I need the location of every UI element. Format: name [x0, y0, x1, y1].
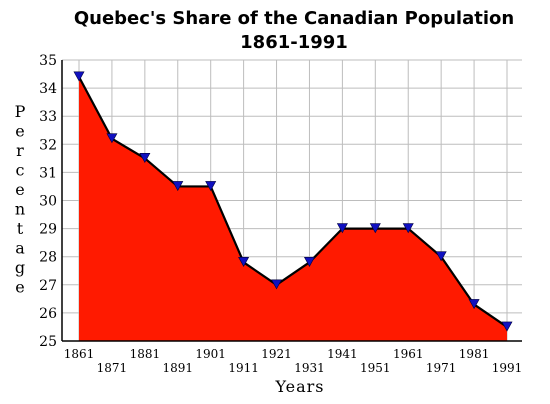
data-point-marker	[303, 257, 315, 267]
data-point-marker	[369, 223, 381, 234]
y-tick-label: 32	[39, 137, 57, 153]
x-tick-label: 1921	[261, 347, 292, 361]
data-point-marker	[238, 257, 250, 267]
data-point-marker	[336, 223, 348, 234]
y-tick-label: 28	[39, 250, 57, 266]
y-tick-label: 31	[39, 165, 57, 181]
y-tick-label: 34	[39, 81, 57, 97]
chart-subtitle: 1861-1991	[240, 32, 348, 53]
data-point-marker	[435, 251, 447, 262]
area-fill	[79, 76, 507, 342]
data-point-marker	[205, 181, 217, 192]
data-point-marker	[172, 181, 184, 192]
data-markers	[73, 71, 513, 332]
data-point-marker	[468, 299, 480, 310]
x-tick-label: 1871	[97, 361, 128, 375]
x-axis-label: Years	[274, 377, 324, 396]
y-tick-label: 25	[39, 334, 57, 350]
y-tick-label: 35	[39, 53, 57, 69]
x-tick-label: 1951	[360, 361, 391, 375]
x-tick-label: 1881	[130, 347, 161, 361]
x-tick-label: 1971	[426, 361, 457, 375]
y-tick-label: 29	[39, 222, 57, 238]
x-tick-label: 1981	[459, 347, 490, 361]
y-tick-label: 30	[39, 194, 57, 210]
axes	[61, 60, 522, 342]
data-point-marker	[271, 279, 283, 290]
x-tick-label: 1931	[294, 361, 325, 375]
x-tick-label: 1861	[64, 347, 95, 361]
y-axis-label-char: g	[15, 258, 25, 277]
y-axis-label-char: e	[15, 180, 24, 199]
y-tick-label: 33	[39, 109, 57, 125]
y-axis-label-char: P	[15, 102, 26, 121]
x-tick-label: 1911	[228, 361, 259, 375]
data-point-marker	[106, 133, 118, 144]
area-layer	[78, 76, 508, 342]
y-tick-label: 27	[39, 278, 57, 294]
data-point-marker	[402, 223, 414, 234]
y-axis-label-char: e	[15, 122, 24, 141]
y-axis-label-char: t	[17, 219, 24, 238]
data-point-marker	[501, 321, 513, 332]
x-tick-label: 1961	[393, 347, 424, 361]
y-axis-label-char: r	[16, 141, 24, 160]
x-tick-labels: 1861 1881 1901 1921 1941 1961 1981 1871 1891 1911…	[64, 347, 523, 375]
data-point-marker	[73, 71, 85, 82]
x-tick-label: 1991	[492, 361, 523, 375]
chart-title: Quebec's Share of the Canadian Populatio…	[74, 8, 514, 29]
y-tick-label: 26	[39, 306, 57, 322]
x-tick-label: 1941	[327, 347, 358, 361]
y-axis-label-char: a	[15, 239, 25, 258]
y-axis-label-char: n	[15, 200, 25, 219]
x-tick-label: 1891	[162, 361, 193, 375]
data-point-marker	[139, 153, 151, 163]
y-tick-labels: 25 26 27 28 29 30 31 32 33 34 35	[39, 53, 57, 350]
x-tick-label: 1901	[195, 347, 226, 361]
series-line	[78, 76, 508, 328]
y-axis-label-char: c	[16, 161, 25, 180]
y-axis-label-char: e	[15, 278, 24, 297]
